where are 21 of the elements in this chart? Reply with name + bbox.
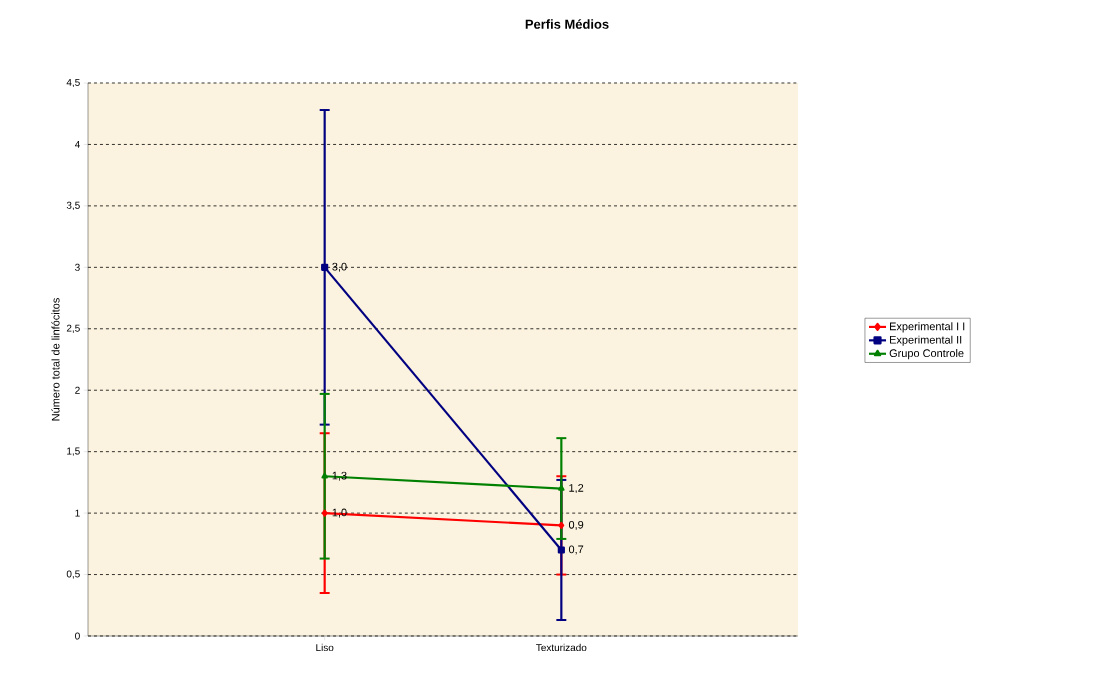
chart-title: Perfis Médios [525, 19, 609, 29]
y-axis-title: Número total de linfócitos [51, 298, 60, 421]
data-label: 3,0 [332, 262, 347, 272]
data-label: 1,2 [569, 484, 584, 494]
data-label: 0,7 [568, 545, 584, 555]
y-tick-label: 0 [75, 632, 80, 640]
x-tick-label: Liso [316, 643, 334, 652]
data-label: 0,9 [568, 520, 584, 530]
y-tick-label: 1,5 [67, 447, 80, 456]
y-tick-label: 2 [75, 386, 80, 394]
x-tick-label: Texturizado [536, 643, 587, 652]
y-tick-label: 4 [74, 141, 80, 148]
y-tick-label: 3,5 [66, 201, 80, 211]
y-tick-label: 2,5 [66, 324, 80, 333]
legend-label: Grupo Controle [889, 349, 964, 360]
legend-label: Experimental I I [890, 322, 965, 333]
legend-label: Experimental II [890, 335, 962, 346]
y-tick-label: 4,5 [66, 78, 80, 88]
y-tick-label: 3 [75, 263, 80, 271]
y-tick-label: 0,5 [66, 570, 80, 579]
y-tick-label: 1 [75, 509, 80, 517]
